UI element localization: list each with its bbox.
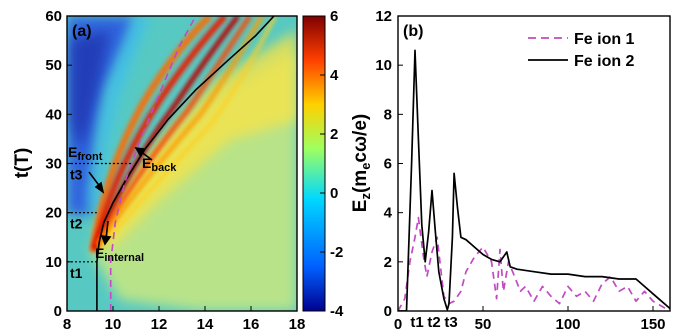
colorbar-tick-label: 6 <box>330 8 338 25</box>
panel-a-ticks: t1 t2 t3 8 10 12 14 16 18 0 10 20 30 40 50 60 <box>45 8 305 333</box>
panel-a-ytick-label: 30 <box>45 156 62 173</box>
time-marker-label-t3: t3 <box>70 167 83 183</box>
panel-b-ytick-label: 4 <box>384 205 393 222</box>
panel-a-curve-1 <box>96 16 275 311</box>
panel-a-xtick-label: 18 <box>289 316 306 333</box>
panel-b-ytick-label: 10 <box>375 57 392 74</box>
panel-a-label: (a) <box>72 23 92 40</box>
colorbar-tick-label: 2 <box>330 126 338 143</box>
colorbar-tick-label: 0 <box>330 185 338 202</box>
panel-a-ytick-label: 60 <box>45 8 62 25</box>
panel-a-xtick-label: 12 <box>151 316 168 333</box>
panel-b-ytick-label: 6 <box>384 156 392 173</box>
panel-a-xtick-label: 10 <box>105 316 122 333</box>
panel-a-ylabel: t(T) <box>12 148 33 179</box>
panel-b-xtick-label: 0 <box>394 316 402 333</box>
annotation-e-front: Efront <box>68 144 103 163</box>
panel-a-ytick-label: 0 <box>54 303 62 320</box>
colorbar-ticks: 6 4 2 0 -2 -4 <box>320 8 344 320</box>
colorbar: 6 4 2 0 -2 -4 <box>302 8 344 320</box>
arrow-back-head <box>134 147 146 157</box>
panel-a-ytick-label: 40 <box>45 106 62 123</box>
time-marker-label-t2: t2 <box>70 216 83 232</box>
panel-b-time-label-t3: t3 <box>444 314 457 331</box>
colorbar-tick-label: -2 <box>330 244 343 261</box>
heatmap-front-band-3 <box>93 16 241 249</box>
panel-b-xtick-label: 150 <box>640 316 665 333</box>
heatmap-field <box>67 16 297 311</box>
legend-label-fe-ion-2: Fe ion 2 <box>574 53 635 70</box>
panel-b-ytick-label: 2 <box>384 254 392 271</box>
arrow-front-head <box>94 181 105 194</box>
panel-a-curve-2 <box>109 16 197 311</box>
panel-b-series <box>398 49 670 311</box>
heatmap-front-band-4 <box>94 16 253 248</box>
heatmap-front-band-1 <box>89 16 213 253</box>
time-marker-label-t1: t1 <box>70 265 83 281</box>
panel-b-xtick-label: 50 <box>475 316 492 333</box>
legend-label-fe-ion-1: Fe ion 1 <box>574 31 635 48</box>
panel-a-xtick-label: 16 <box>243 316 260 333</box>
legend: Fe ion 1 Fe ion 2 <box>528 31 635 70</box>
arrow-internal-head <box>100 235 112 246</box>
panel-b-ylabel: Ez(mecω/e) <box>350 114 373 212</box>
colorbar-tick-label: -4 <box>330 303 344 320</box>
panel-b-time-labels: t1 t2 t3 <box>410 314 457 331</box>
panel-a-ytick-label: 20 <box>45 205 62 222</box>
heatmap-deep-negative-region <box>70 30 110 150</box>
panel-a-xtick-label: 14 <box>197 316 214 333</box>
panel-b-time-label-t2: t2 <box>427 314 440 331</box>
annotation-arrows <box>88 147 153 246</box>
panel-a-curves <box>96 16 275 311</box>
colorbar-tick-label: 4 <box>330 67 339 84</box>
panel-b-xtick-label: 100 <box>555 316 580 333</box>
panel-a-xtick-label: 8 <box>63 316 71 333</box>
panel-b-line-chart: 0 50 100 150 0 2 4 6 8 10 12 t1 t2 t3 (b) Ez(mecω/e)… <box>350 8 671 333</box>
panel-a-ytick-label: 50 <box>45 57 62 74</box>
heatmap-front-band-6 <box>97 16 277 252</box>
colorbar-scale <box>302 15 326 312</box>
heatmap-front-band-5 <box>95 16 265 247</box>
annotation-e-internal: Einternal <box>95 245 144 264</box>
panel-b-ytick-label: 8 <box>384 106 392 123</box>
panel-b-time-label-t1: t1 <box>410 314 423 331</box>
heatmap-transition-region <box>88 16 150 210</box>
panel-b-ytick-label: 12 <box>375 8 392 25</box>
panel-b-background <box>398 16 670 311</box>
panel-a-ytick-label: 10 <box>45 254 62 271</box>
annotation-e-back: Eback <box>142 155 177 174</box>
panel-b-ticks: 0 50 100 150 0 2 4 6 8 10 12 <box>375 8 665 333</box>
panel-b-ytick-label: 0 <box>384 303 392 320</box>
heatmap-front-band-2 <box>91 16 228 251</box>
panel-b-label: (b) <box>403 23 423 40</box>
series-line-fe-ion-2 <box>398 49 670 311</box>
series-line-fe-ion-1 <box>398 216 670 311</box>
